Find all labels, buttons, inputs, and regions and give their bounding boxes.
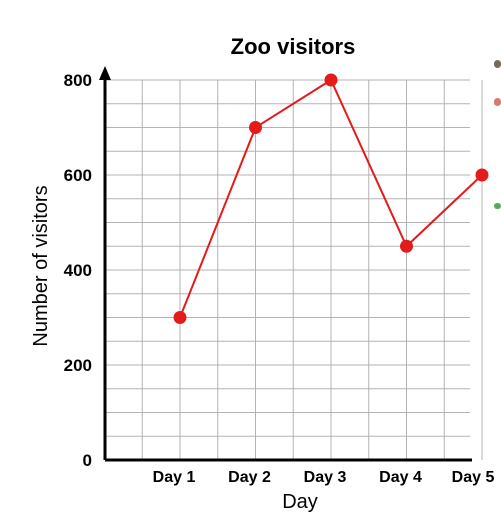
y-tick-label: 800: [64, 71, 92, 90]
y-axis-arrow-icon: [99, 66, 111, 80]
x-tick-label: Day 4: [379, 469, 422, 486]
data-point: [400, 239, 413, 253]
data-point: [324, 73, 338, 87]
y-axis-label: Number of visitors: [30, 185, 52, 346]
data-point: [173, 311, 187, 324]
x-tick-label: Day 1: [153, 469, 196, 486]
clipart-fragment-icon: [494, 98, 501, 106]
y-tick-label: 600: [64, 166, 92, 185]
x-tick-label: Day 2: [228, 469, 271, 486]
x-axis-label: Day: [282, 491, 318, 512]
clipart-fragment-icon: [494, 203, 501, 209]
y-tick-label: 400: [64, 261, 92, 280]
data-point: [475, 168, 489, 182]
x-tick-labels: Day 1 Day 2 Day 3 Day 4 Day 5: [153, 469, 495, 486]
grid: [105, 79, 483, 460]
series-line-group: [173, 73, 489, 324]
x-tick-label: Day 5: [452, 469, 495, 486]
data-point: [249, 121, 262, 134]
chart-title: Zoo visitors: [231, 34, 356, 59]
clipart-fragment-icon: [494, 60, 501, 68]
x-tick-label: Day 3: [304, 469, 347, 486]
y-tick-label: 0: [83, 451, 92, 470]
y-tick-labels: 0 200 400 600 800: [64, 71, 92, 470]
y-tick-label: 200: [64, 356, 92, 375]
